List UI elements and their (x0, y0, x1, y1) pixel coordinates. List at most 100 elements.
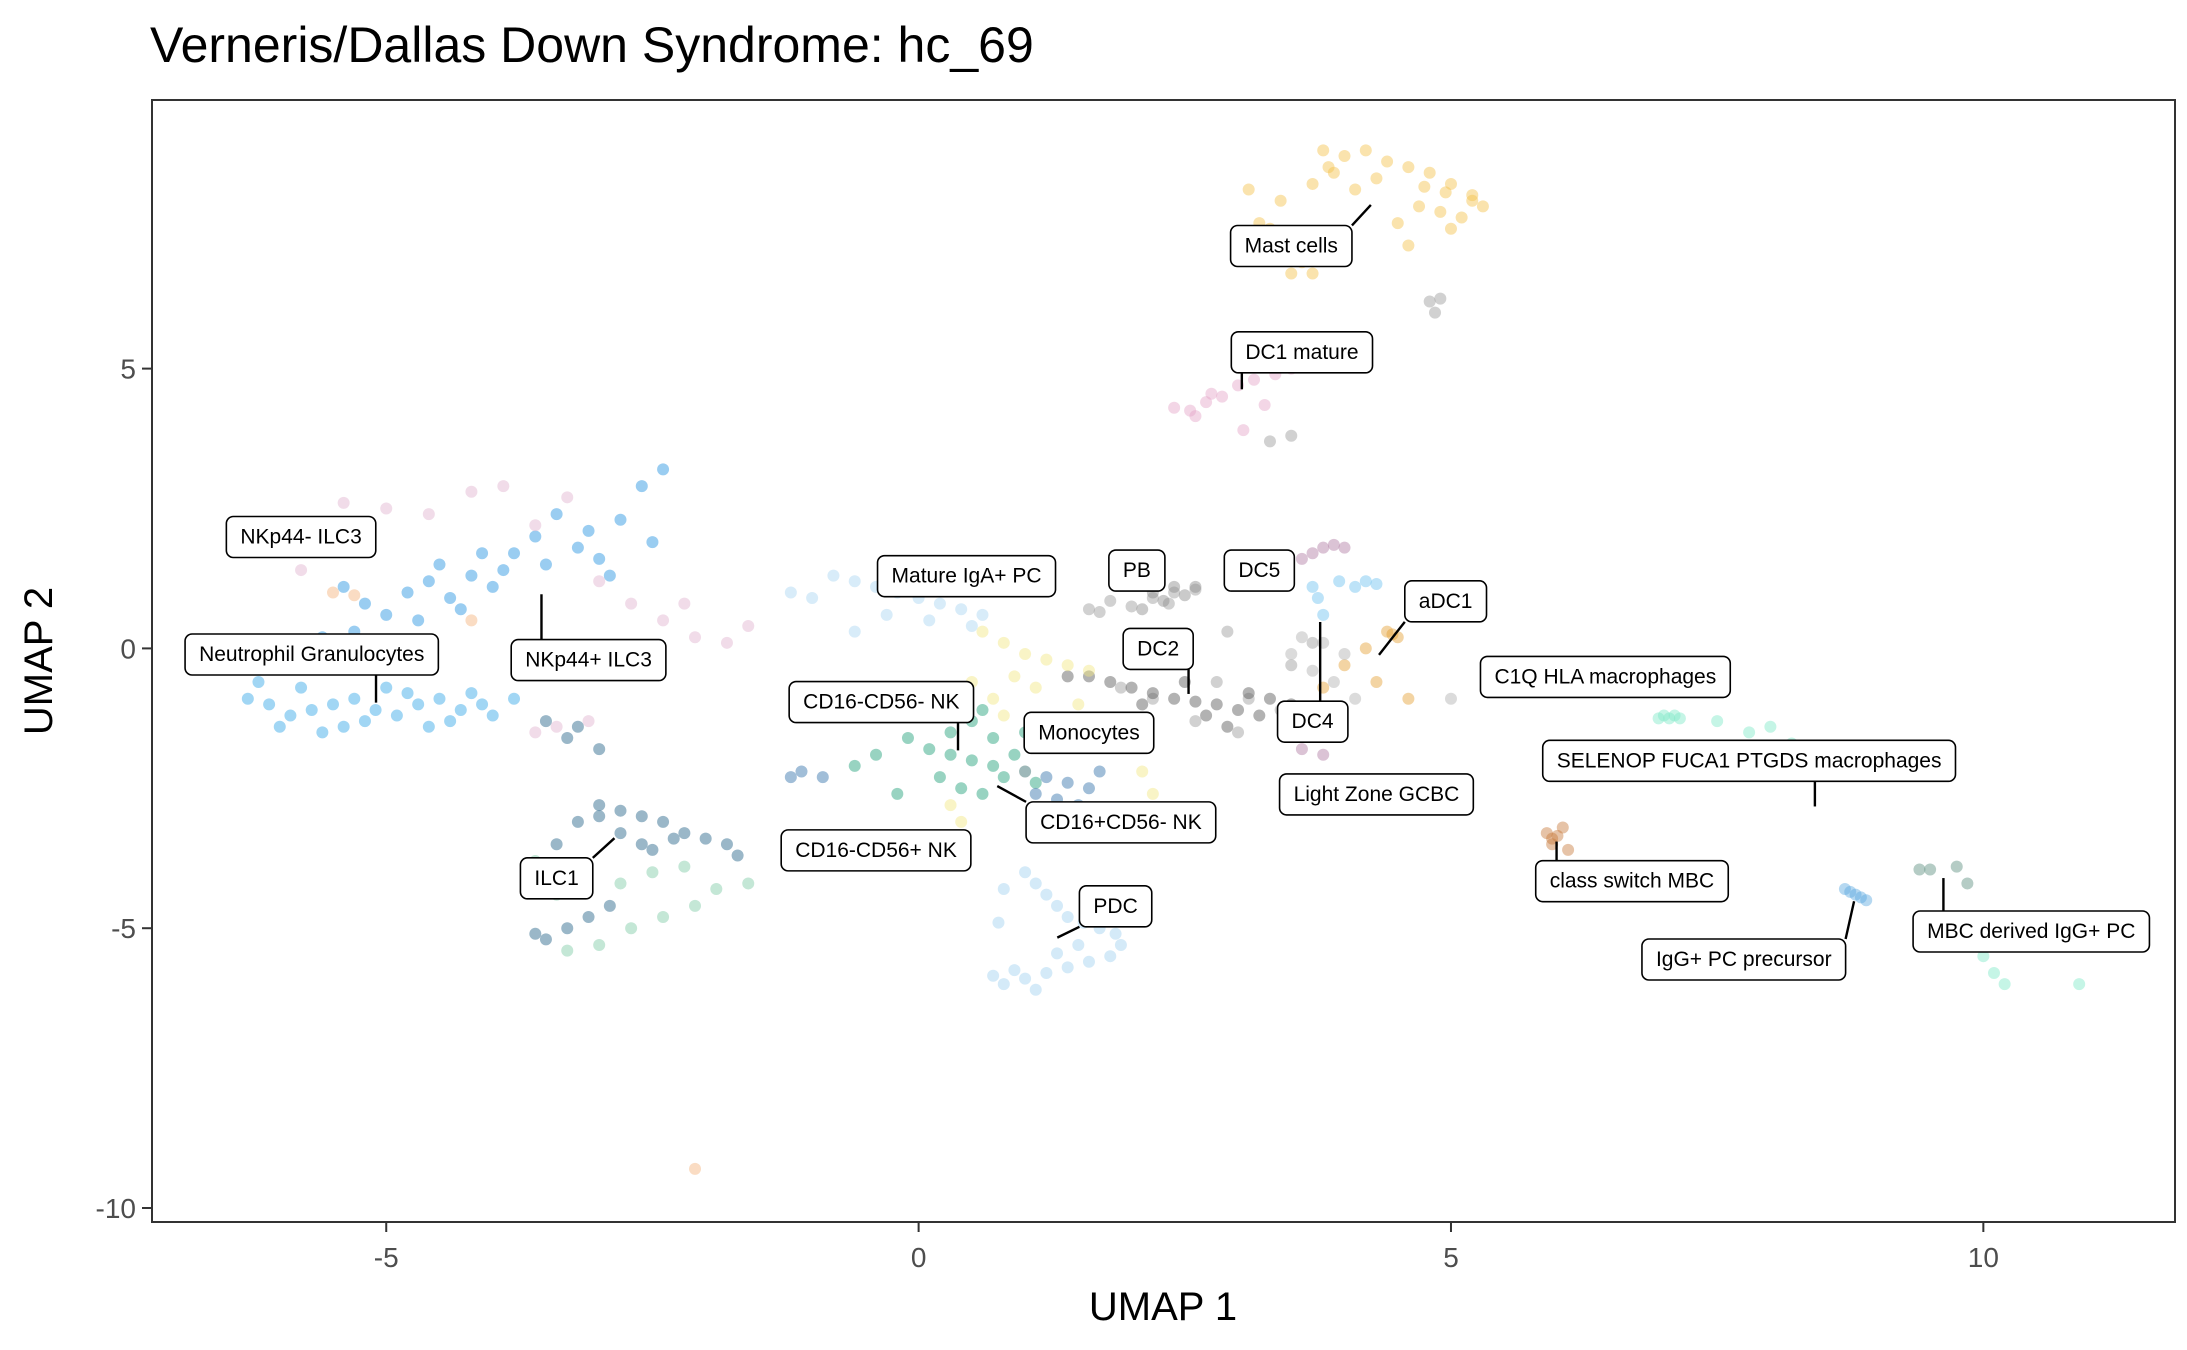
data-point (380, 502, 393, 515)
data-point (1977, 950, 1990, 963)
cluster-dc4-points (1295, 538, 1351, 761)
data-point (987, 692, 1000, 705)
cluster-label-cd16-cd56-nk: CD16+CD56- NK (1025, 801, 1217, 844)
data-point (593, 575, 606, 588)
data-point (1322, 161, 1335, 174)
data-point (561, 944, 574, 957)
data-point (1168, 586, 1181, 599)
cluster-label-cd16-cd56-nk: CD16-CD56+ NK (780, 829, 972, 872)
data-point (1359, 575, 1372, 588)
data-point (1242, 183, 1255, 196)
data-point (273, 720, 286, 733)
data-point (625, 922, 638, 935)
data-point (358, 715, 371, 728)
x-tick-label: 10 (1968, 1242, 1999, 1273)
data-point (401, 586, 414, 599)
data-point (337, 720, 350, 733)
data-point (316, 726, 329, 739)
data-point (614, 804, 627, 817)
data-point (1381, 155, 1394, 168)
data-point (1711, 715, 1724, 728)
data-point (923, 614, 936, 627)
data-point (1237, 424, 1250, 437)
data-point (1072, 938, 1085, 951)
data-point (1327, 675, 1340, 688)
data-point (1370, 172, 1383, 185)
data-point (689, 1162, 702, 1175)
cluster-label-mature-iga-pc: Mature IgA+ PC (876, 554, 1057, 598)
cluster-label-text: IgG+ PC precursor (1656, 948, 1832, 971)
data-point (582, 911, 595, 924)
cluster-label-mbc-derived-igg-pc: MBC derived IgG+ PC (1912, 910, 2151, 953)
cluster-label-text: DC5 (1238, 559, 1280, 582)
data-point (1082, 955, 1095, 968)
data-point (965, 754, 978, 767)
data-point (1146, 687, 1159, 700)
data-point (1061, 961, 1074, 974)
data-point (1349, 580, 1362, 593)
data-point (603, 569, 616, 582)
data-point (1562, 843, 1575, 856)
data-point (529, 726, 542, 739)
cluster-label-box (1230, 331, 1374, 374)
data-point (667, 832, 680, 845)
cluster-label-adc1: aDC1 (1404, 580, 1488, 623)
data-point (1652, 712, 1665, 725)
cluster-label-box (1023, 711, 1155, 755)
data-point (1263, 692, 1276, 705)
data-point (412, 698, 425, 711)
cluster-label-box (1108, 549, 1166, 592)
data-point (955, 782, 968, 795)
data-point (1295, 743, 1308, 756)
data-point (508, 692, 521, 705)
data-point (1019, 765, 1032, 778)
cluster-label-nkp44-ilc3: NKp44- ILC3 (225, 515, 377, 559)
label-leader-line (1378, 621, 1406, 656)
data-point (1008, 964, 1021, 977)
data-point (1338, 648, 1351, 661)
data-point (1029, 877, 1042, 890)
data-point (1019, 765, 1032, 778)
data-point (1402, 161, 1415, 174)
label-leader-line (1844, 901, 1856, 940)
data-point (1061, 659, 1074, 672)
cluster-label-text: DC4 (1292, 710, 1334, 733)
data-point (1359, 642, 1372, 655)
data-point (1370, 578, 1383, 591)
data-point (657, 463, 670, 476)
data-point (987, 969, 1000, 982)
data-point (422, 720, 435, 733)
data-point (987, 731, 1000, 744)
cluster-pb-points (1136, 580, 1202, 616)
data-point (1082, 603, 1095, 616)
y-tick-label: -10 (96, 1193, 136, 1224)
data-point (1082, 782, 1095, 795)
data-point (1061, 670, 1074, 683)
data-point (784, 771, 797, 784)
data-point (348, 692, 361, 705)
cluster-label-text: DC1 mature (1245, 341, 1358, 364)
data-point (880, 608, 893, 621)
data-point (1019, 648, 1032, 661)
data-point (614, 513, 627, 526)
cluster-label-text: SELENOP FUCA1 PTGDS macrophages (1557, 749, 1942, 772)
cluster-label-box (1229, 224, 1353, 268)
data-point (1072, 698, 1085, 711)
data-point (2073, 978, 2086, 991)
data-point (582, 715, 595, 728)
data-point (933, 771, 946, 784)
data-point (635, 838, 648, 851)
data-point (1114, 681, 1127, 694)
data-point (1221, 720, 1234, 733)
data-point (1082, 670, 1095, 683)
data-point (582, 524, 595, 537)
data-point (1168, 580, 1181, 593)
data-point (625, 597, 638, 610)
data-point (1051, 947, 1064, 960)
data-point (1306, 636, 1319, 649)
data-point (1216, 390, 1229, 403)
x-tick-label: 5 (1443, 1242, 1459, 1273)
data-point (1029, 983, 1042, 996)
data-point (923, 743, 936, 756)
